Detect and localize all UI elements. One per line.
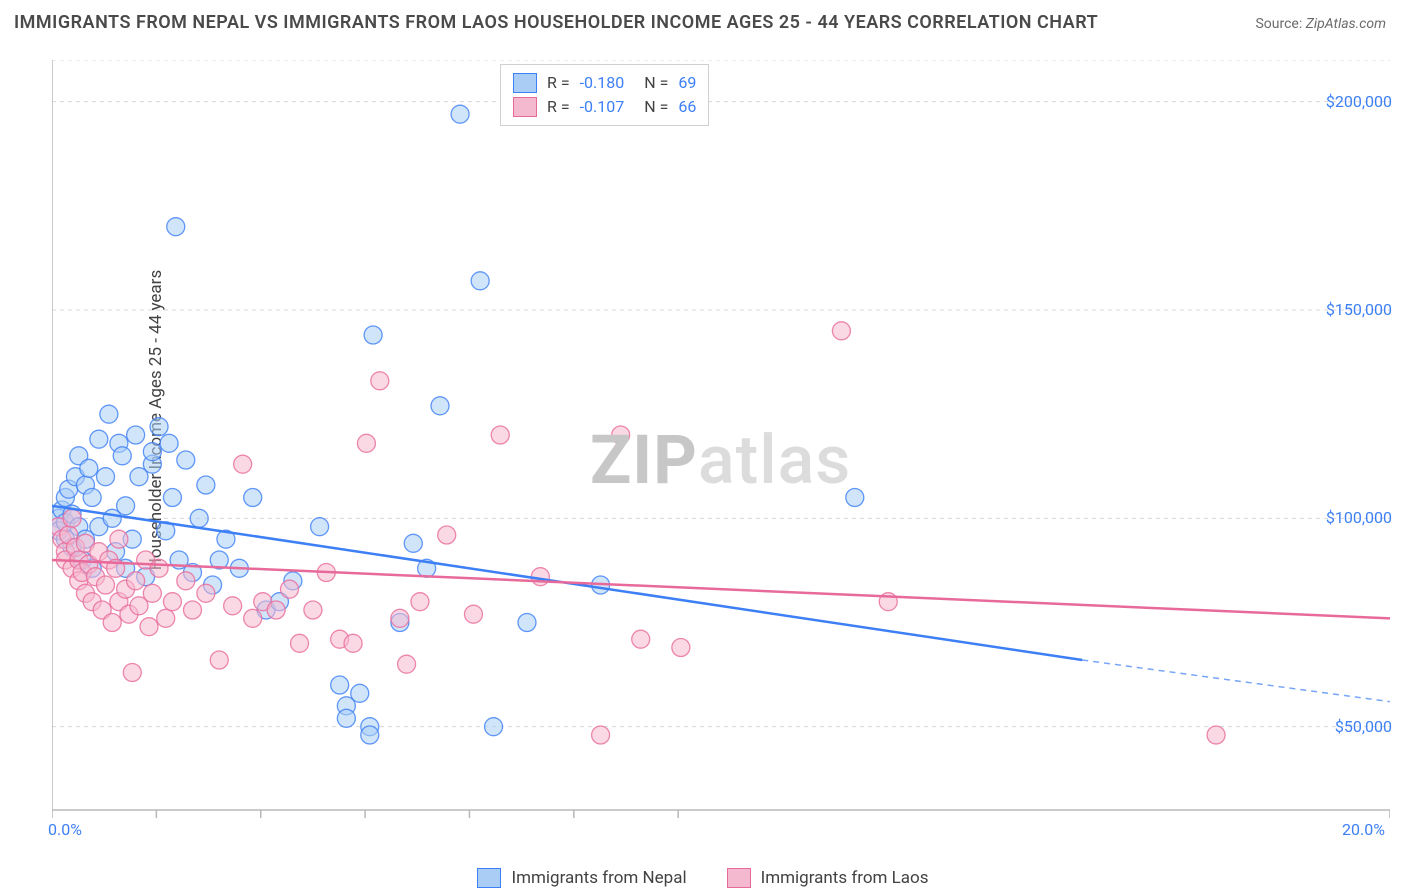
legend-item-laos: Immigrants from Laos [727,868,929,888]
y-tick-label: $100,000 [1326,508,1392,527]
r-value: -0.107 [580,95,625,119]
legend-item-nepal: Immigrants from Nepal [477,868,686,888]
y-tick-label: $150,000 [1326,300,1392,319]
source-value: ZipAtlas.com [1306,16,1386,32]
chart-title: IMMIGRANTS FROM NEPAL VS IMMIGRANTS FROM… [14,12,1098,33]
x-tick-label: 0.0% [48,820,82,839]
source-attribution: Source: ZipAtlas.com [1255,16,1386,32]
scatter-points [52,105,1225,744]
n-label: N = [644,71,668,95]
r-label: R = [547,95,570,119]
y-tick-label: $200,000 [1326,92,1392,111]
n-value: 66 [678,95,696,119]
legend-label-laos: Immigrants from Laos [761,868,929,888]
series-legend: Immigrants from Nepal Immigrants from La… [0,868,1406,888]
legend-swatch-laos [727,868,751,888]
y-tick-label: $50,000 [1335,717,1392,736]
correlation-legend-row: R = -0.180 N = 69 [513,71,696,95]
n-label: N = [644,95,668,119]
r-value: -0.180 [580,71,625,95]
regression-lines [52,506,1390,702]
correlation-legend-row: R = -0.107 N = 66 [513,95,696,119]
scatter-plot [52,60,1390,836]
legend-swatch [513,73,537,93]
chart-container: IMMIGRANTS FROM NEPAL VS IMMIGRANTS FROM… [0,0,1406,892]
n-value: 69 [678,71,696,95]
axes [52,60,1390,818]
legend-label-nepal: Immigrants from Nepal [511,868,686,888]
r-label: R = [547,71,570,95]
x-tick-label: 20.0% [1342,820,1385,839]
correlation-legend: R = -0.180 N = 69 R = -0.107 N = 66 [500,64,709,126]
source-label: Source: [1255,16,1302,32]
legend-swatch [513,97,537,117]
legend-swatch-nepal [477,868,501,888]
